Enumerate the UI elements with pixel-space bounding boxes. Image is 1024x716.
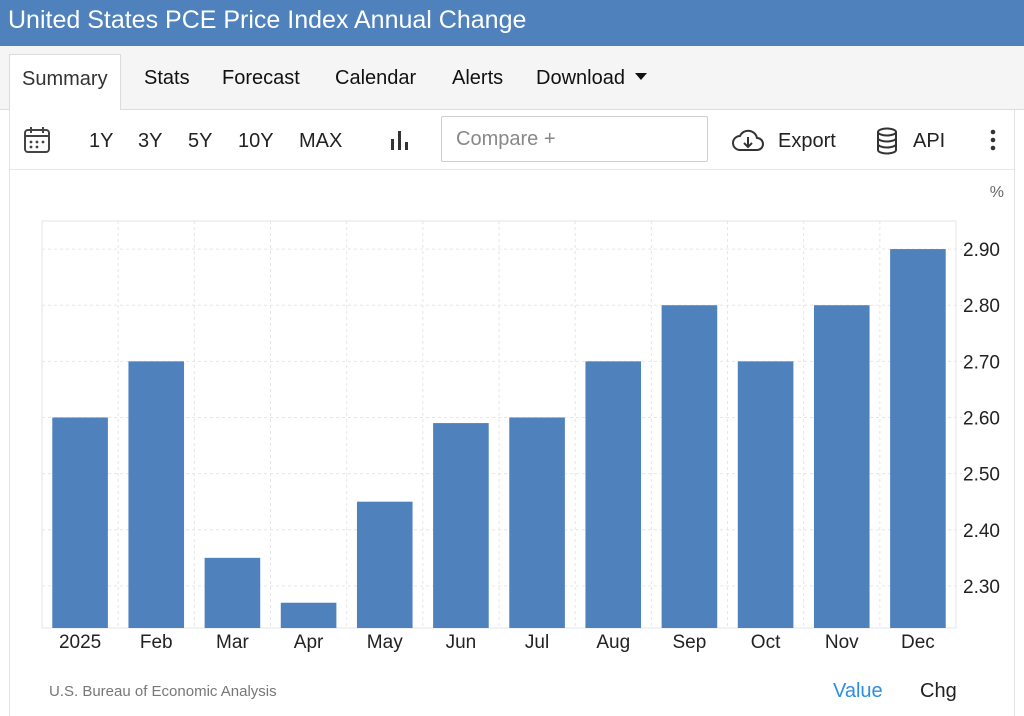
x-tick-label: Feb xyxy=(140,632,173,653)
page-title: United States PCE Price Index Annual Cha… xyxy=(0,0,1024,46)
unit-label: % xyxy=(990,184,1004,201)
bar-series xyxy=(52,249,946,628)
calendar-icon[interactable] xyxy=(23,126,51,154)
tab-calendar[interactable]: Calendar xyxy=(335,67,417,89)
tab-alerts[interactable]: Alerts xyxy=(452,67,504,89)
x-tick-label: Sep xyxy=(673,632,707,653)
bar[interactable] xyxy=(204,557,261,628)
tab-stats[interactable]: Stats xyxy=(144,67,190,89)
tab-bar: Summary Stats Forecast Calendar Alerts D… xyxy=(0,46,1024,111)
cloud-download-icon[interactable] xyxy=(731,128,765,154)
x-tick-label: Jul xyxy=(525,632,549,653)
range-10y-button[interactable]: 10Y xyxy=(238,130,274,152)
bar[interactable] xyxy=(433,423,489,628)
bar[interactable] xyxy=(280,602,337,628)
source-label: U.S. Bureau of Economic Analysis xyxy=(49,683,277,700)
bar[interactable] xyxy=(356,501,413,628)
bar[interactable] xyxy=(661,305,718,628)
x-tick-label: Aug xyxy=(596,632,630,653)
x-tick-label: Oct xyxy=(751,632,781,653)
y-tick-label: 2.80 xyxy=(963,296,1000,317)
chg-toggle[interactable]: Chg xyxy=(920,680,957,702)
bar[interactable] xyxy=(52,417,108,628)
tab-download-label: Download xyxy=(536,67,625,89)
bar[interactable] xyxy=(585,361,642,628)
y-tick-label: 2.40 xyxy=(963,521,1000,542)
more-vertical-icon[interactable] xyxy=(988,129,998,151)
y-tick-label: 2.60 xyxy=(963,408,1000,429)
range-1y-button[interactable]: 1Y xyxy=(89,130,114,152)
database-icon[interactable] xyxy=(876,127,898,155)
tab-forecast[interactable]: Forecast xyxy=(222,67,300,89)
x-tick-label: Dec xyxy=(901,632,935,653)
bar[interactable] xyxy=(128,361,185,628)
y-tick-label: 2.50 xyxy=(963,465,1000,486)
y-tick-label: 2.90 xyxy=(963,240,1000,261)
value-toggle[interactable]: Value xyxy=(833,680,883,702)
bar[interactable] xyxy=(509,417,565,628)
export-button[interactable]: Export xyxy=(778,130,836,152)
tab-download[interactable]: Download xyxy=(524,54,659,110)
x-axis-labels: 2025 Feb Mar Apr May Jun Jul Aug Sep Oct Nov Dec xyxy=(59,632,935,653)
compare-input[interactable] xyxy=(441,116,708,162)
x-tick-label: Apr xyxy=(294,632,324,653)
x-tick-label: 2025 xyxy=(59,632,101,653)
range-max-button[interactable]: MAX xyxy=(299,130,343,152)
bar[interactable] xyxy=(737,361,794,628)
range-3y-button[interactable]: 3Y xyxy=(138,130,163,152)
bar[interactable] xyxy=(813,305,870,628)
tab-summary[interactable]: Summary xyxy=(9,54,121,111)
chart-grid xyxy=(41,220,962,629)
bar[interactable] xyxy=(890,249,946,628)
y-axis-labels: 2.30 2.40 2.50 2.60 2.70 2.80 2.90 xyxy=(963,240,1000,598)
x-tick-label: May xyxy=(367,632,403,653)
caret-down-icon xyxy=(634,73,647,81)
y-tick-label: 2.70 xyxy=(963,352,1000,373)
x-tick-label: Mar xyxy=(216,632,249,653)
api-button[interactable]: API xyxy=(913,130,946,152)
x-tick-label: Jun xyxy=(446,632,477,653)
range-5y-button[interactable]: 5Y xyxy=(188,130,213,152)
bar-chart-icon[interactable] xyxy=(389,129,411,151)
x-tick-label: Nov xyxy=(825,632,859,653)
y-tick-label: 2.30 xyxy=(963,577,1000,598)
chart-toolbar: 1Y 3Y 5Y 10Y MAX Export API xyxy=(10,110,1014,170)
